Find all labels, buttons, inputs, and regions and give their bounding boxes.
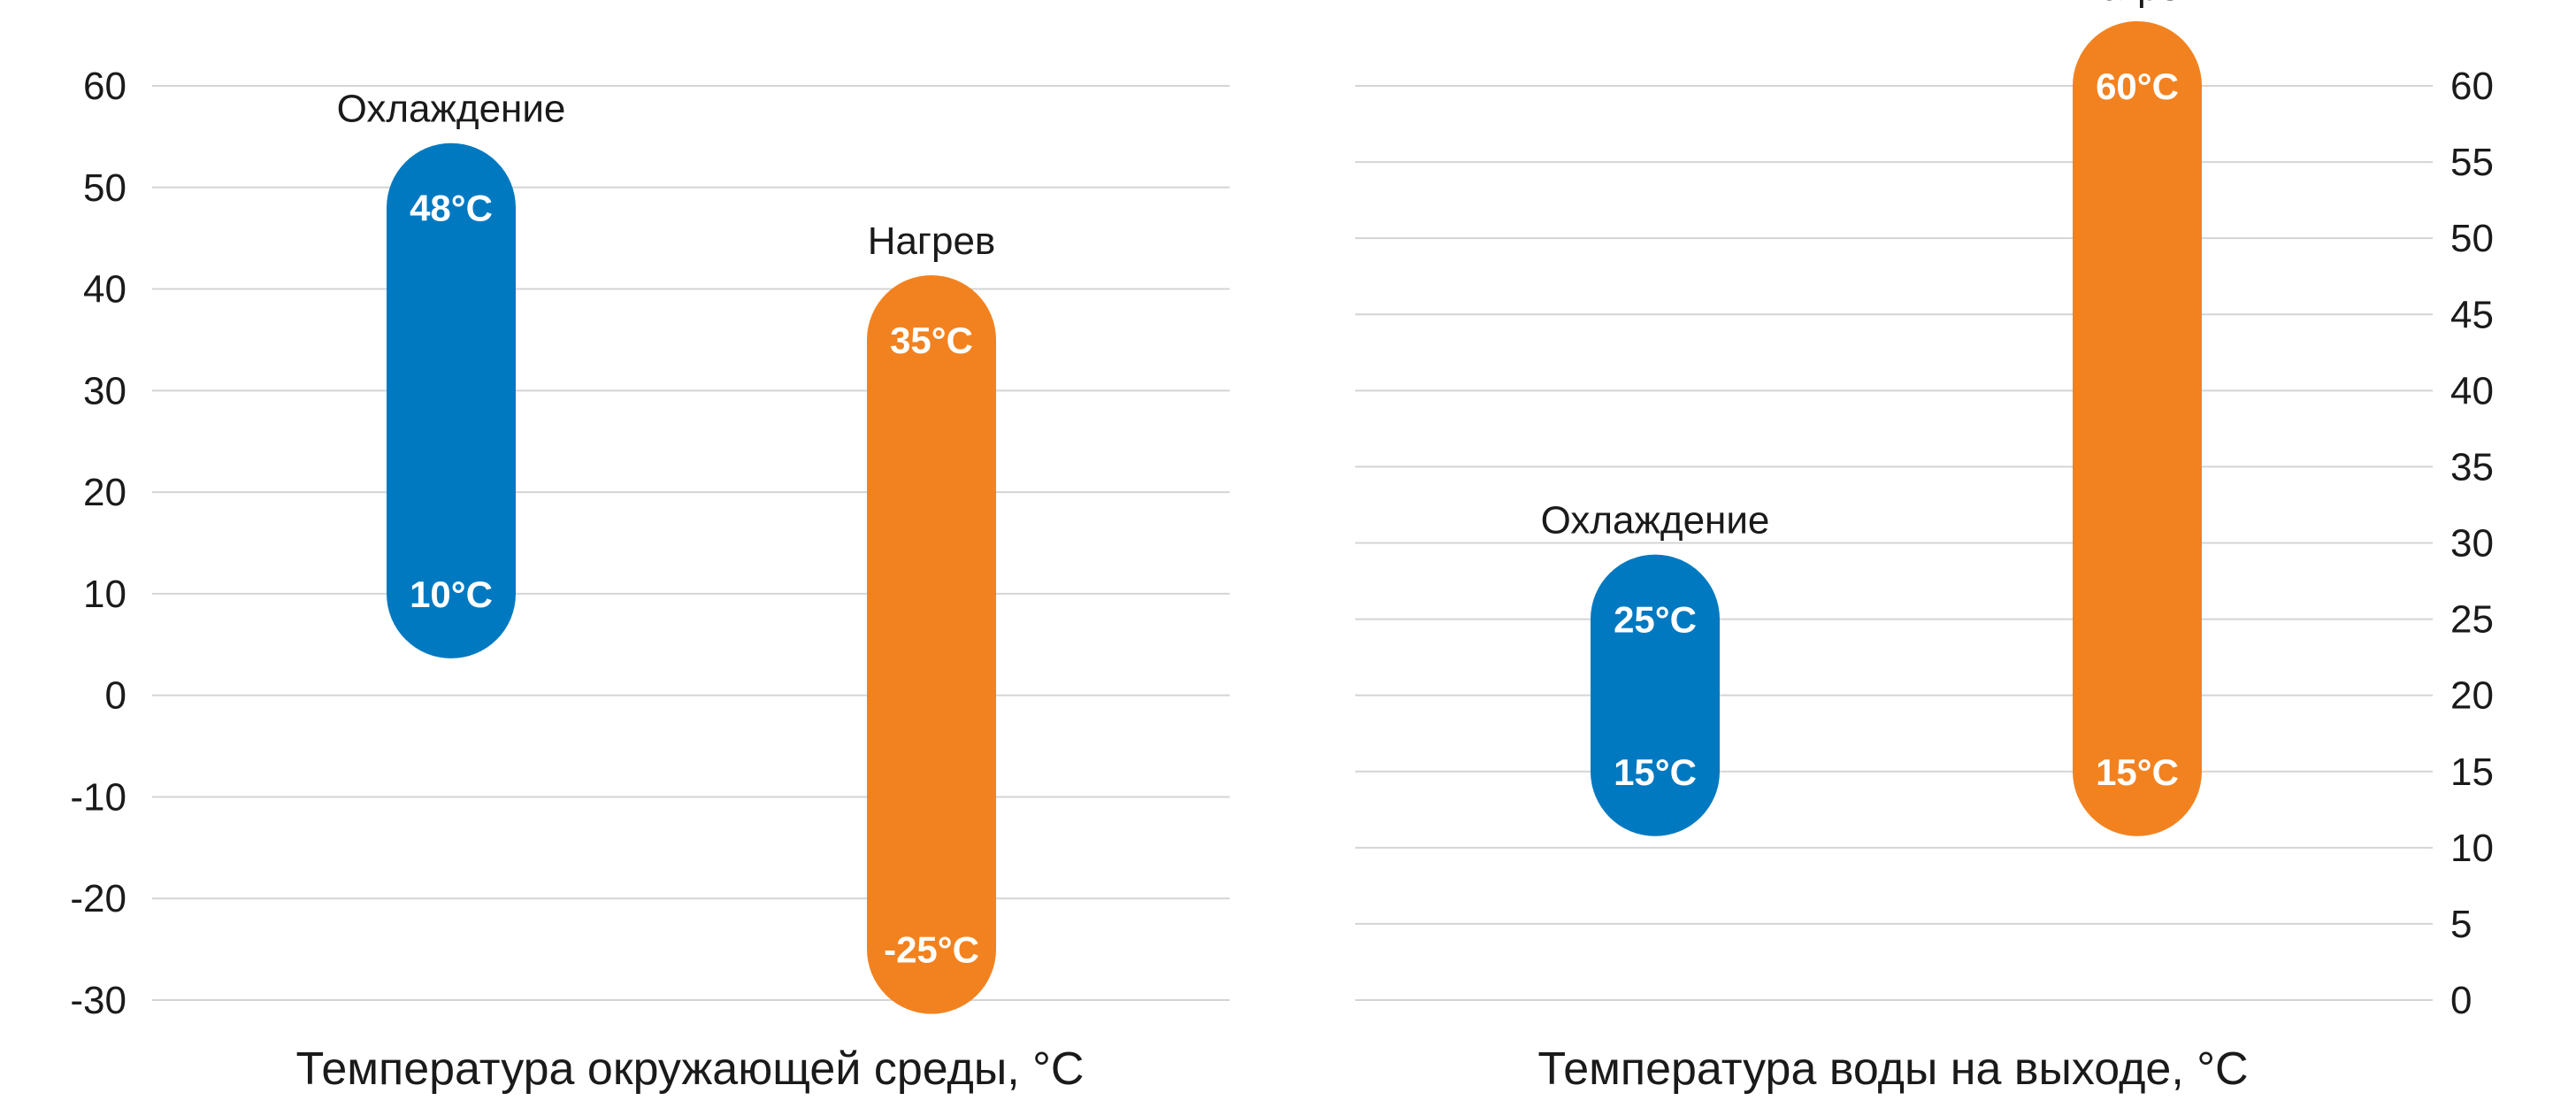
cooling-max-label: 25°C <box>1614 599 1697 641</box>
heating-max-label: 60°C <box>2096 65 2179 107</box>
y-tick-label: 40 <box>83 268 126 312</box>
y-tick-label: 55 <box>2450 141 2494 184</box>
water-outlet-temperature-chart: 60555045403530252015105025°C15°CОхлажден… <box>1355 0 2494 1095</box>
y-tick-label: 20 <box>2450 674 2494 718</box>
y-tick-label: 60 <box>2450 65 2494 108</box>
y-tick-label: 40 <box>2450 369 2494 412</box>
cooling-min-label: 10°C <box>410 573 493 615</box>
y-tick-label: 60 <box>83 65 126 108</box>
cooling-min-label: 15°C <box>1614 751 1697 793</box>
ambient-temperature-chart: 60 50 40 30 20 10 0 -10 -20 -30 48°C 10°C Охлаждение… <box>70 65 1230 1095</box>
y-tick-label: 50 <box>2450 217 2494 260</box>
y-tick-label: 0 <box>105 674 126 718</box>
y-tick-label: 15 <box>2450 750 2494 794</box>
y-tick-label: 30 <box>2450 522 2494 566</box>
heating-category-label: Нагрев <box>2074 0 2202 9</box>
heating-category-label: Нагрев <box>868 219 996 263</box>
y-tick-label: 45 <box>2450 293 2494 336</box>
heating-range-bar <box>867 274 996 1014</box>
y-tick-label: 50 <box>83 166 126 210</box>
y-tick-label: 0 <box>2450 979 2472 1022</box>
heating-range-bar <box>2073 21 2202 836</box>
cooling-category-label: Охлаждение <box>1541 499 1770 543</box>
cooling-max-label: 48°C <box>410 188 493 229</box>
y-tick-label: 10 <box>83 573 126 616</box>
y-tick-label: 35 <box>2450 445 2494 489</box>
heating-min-label: -25°C <box>884 929 979 971</box>
cooling-category-label: Охлаждение <box>337 88 566 131</box>
y-tick-label: -10 <box>70 775 126 819</box>
heating-max-label: 35°C <box>890 319 973 361</box>
cooling-range-bar <box>1591 554 1720 836</box>
y-tick-label: 10 <box>2450 827 2494 870</box>
y-tick-label: -30 <box>70 979 126 1022</box>
y-tick-label: 25 <box>2450 598 2494 642</box>
y-tick-label: -20 <box>70 877 126 920</box>
x-axis-label: Температура воды на выходе, °С <box>1537 1043 2248 1095</box>
cooling-range-bar <box>387 142 516 658</box>
x-axis-label: Температура окружающей среды, °С <box>296 1043 1085 1095</box>
heating-min-label: 15°C <box>2096 751 2179 793</box>
y-tick-label: 5 <box>2450 903 2472 946</box>
y-tick-label: 30 <box>83 369 126 412</box>
y-tick-label: 20 <box>83 471 126 514</box>
